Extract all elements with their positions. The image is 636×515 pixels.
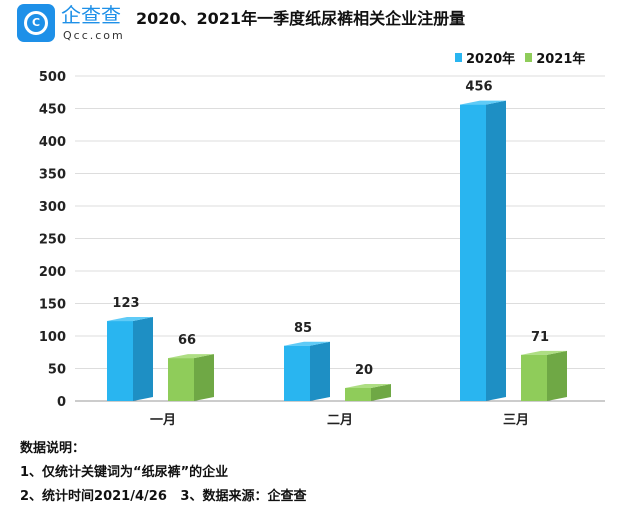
brand-domain: Qcc.com bbox=[63, 29, 125, 42]
x-tick-label: 一月 bbox=[150, 413, 176, 428]
notes-heading: 数据说明： bbox=[20, 441, 86, 456]
y-tick-label: 0 bbox=[57, 395, 66, 410]
bar bbox=[521, 354, 547, 401]
bar-side bbox=[486, 100, 506, 401]
bar bbox=[284, 345, 310, 401]
bar bbox=[107, 321, 133, 401]
data-label: 20 bbox=[355, 363, 373, 378]
brand-name: 企查查 bbox=[61, 3, 121, 27]
bar-side bbox=[371, 384, 391, 401]
legend: 2020年 2021年 bbox=[455, 48, 585, 67]
x-tick-label: 二月 bbox=[327, 413, 353, 428]
data-label: 123 bbox=[112, 296, 139, 311]
y-tick-label: 450 bbox=[39, 103, 66, 118]
notes-line-1: 1、仅统计关键词为“纸尿裤”的企业 bbox=[20, 465, 229, 480]
bar-side bbox=[310, 341, 330, 401]
bar-top bbox=[168, 354, 214, 359]
bar-top bbox=[107, 317, 153, 322]
bar-side bbox=[547, 350, 567, 401]
bar-side bbox=[194, 354, 214, 401]
bar bbox=[345, 388, 371, 401]
bar-top bbox=[284, 341, 330, 346]
qcc-logo-icon: C bbox=[17, 4, 55, 42]
y-tick-label: 400 bbox=[39, 135, 66, 150]
legend-label-2021: 2021年 bbox=[536, 52, 586, 67]
bar-top bbox=[460, 100, 506, 105]
y-tick-label: 100 bbox=[39, 330, 66, 345]
bar-side bbox=[133, 317, 153, 401]
notes-line-2: 2、统计时间2021/4/26 3、数据来源：企查查 bbox=[20, 489, 307, 504]
legend-swatch-2020 bbox=[455, 53, 462, 62]
bar-top bbox=[345, 384, 391, 388]
y-tick-label: 50 bbox=[48, 363, 66, 378]
y-tick-label: 150 bbox=[39, 298, 66, 313]
legend-swatch-2021 bbox=[525, 53, 533, 62]
bar bbox=[168, 358, 194, 401]
y-tick-label: 200 bbox=[39, 265, 66, 280]
x-tick-label: 三月 bbox=[503, 413, 529, 428]
y-tick-label: 350 bbox=[39, 168, 66, 183]
chart-title: 2020、2021年一季度纸尿裤相关企业注册量 bbox=[136, 9, 466, 28]
data-notes: 数据说明： 1、仅统计关键词为“纸尿裤”的企业 2、统计时间2021/4/26 … bbox=[20, 437, 306, 509]
data-label: 456 bbox=[465, 80, 492, 95]
data-label: 85 bbox=[294, 321, 312, 336]
y-tick-label: 250 bbox=[39, 233, 66, 248]
bar-top bbox=[521, 350, 567, 355]
y-tick-label: 300 bbox=[39, 200, 66, 215]
legend-label-2020: 2020年 bbox=[466, 52, 516, 67]
data-label: 66 bbox=[178, 333, 196, 348]
bar bbox=[460, 104, 486, 401]
y-tick-label: 500 bbox=[39, 70, 66, 85]
data-label: 71 bbox=[531, 330, 549, 345]
